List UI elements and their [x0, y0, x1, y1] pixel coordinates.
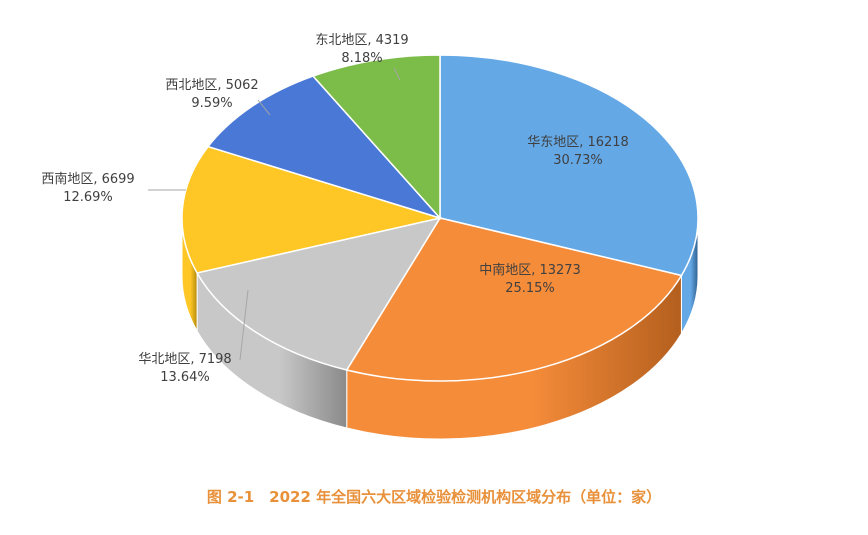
slice-label-name-3: 西南地区, 6699 [41, 171, 134, 187]
leader-lines [148, 67, 401, 361]
pie-slice-4 [206, 75, 443, 220]
slice-label-name-5: 东北地区, 4319 [315, 33, 408, 48]
figure-caption: 图 2-1 2022 年全国六大区域检验检测机构区域分布（单位：家） [206, 488, 662, 506]
pie-slice-2 [195, 216, 442, 371]
slice-label-percent-3: 12.69% [63, 190, 113, 205]
slice-label-name-1: 中南地区, 13273 [479, 262, 581, 278]
pie-top-faces [181, 54, 699, 382]
slice-label-percent-0: 30.73% [553, 153, 603, 168]
slice-label-percent-2: 13.64% [160, 370, 210, 385]
slice-label-percent-5: 8.18% [341, 51, 382, 66]
slice-labels: 华东地区, 16218 30.73% 中南地区, 13273 25.15% 华北地区, … [41, 33, 628, 385]
leader-line-2 [239, 289, 249, 361]
pie-slice-3 [181, 145, 443, 274]
pie-slice-1 [345, 217, 683, 382]
slice-label-percent-1: 25.15% [505, 281, 555, 296]
pie-slice-5 [311, 54, 441, 220]
leader-line-4 [257, 99, 271, 116]
slice-label-name-4: 西北地区, 5062 [165, 78, 258, 93]
leader-line-5 [393, 67, 401, 81]
slice-label-name-0: 华东地区, 16218 [527, 135, 629, 150]
slice-label-percent-4: 9.59% [191, 96, 232, 111]
pie-slice-0 [439, 54, 699, 277]
slice-label-name-2: 华北地区, 7198 [138, 352, 231, 367]
